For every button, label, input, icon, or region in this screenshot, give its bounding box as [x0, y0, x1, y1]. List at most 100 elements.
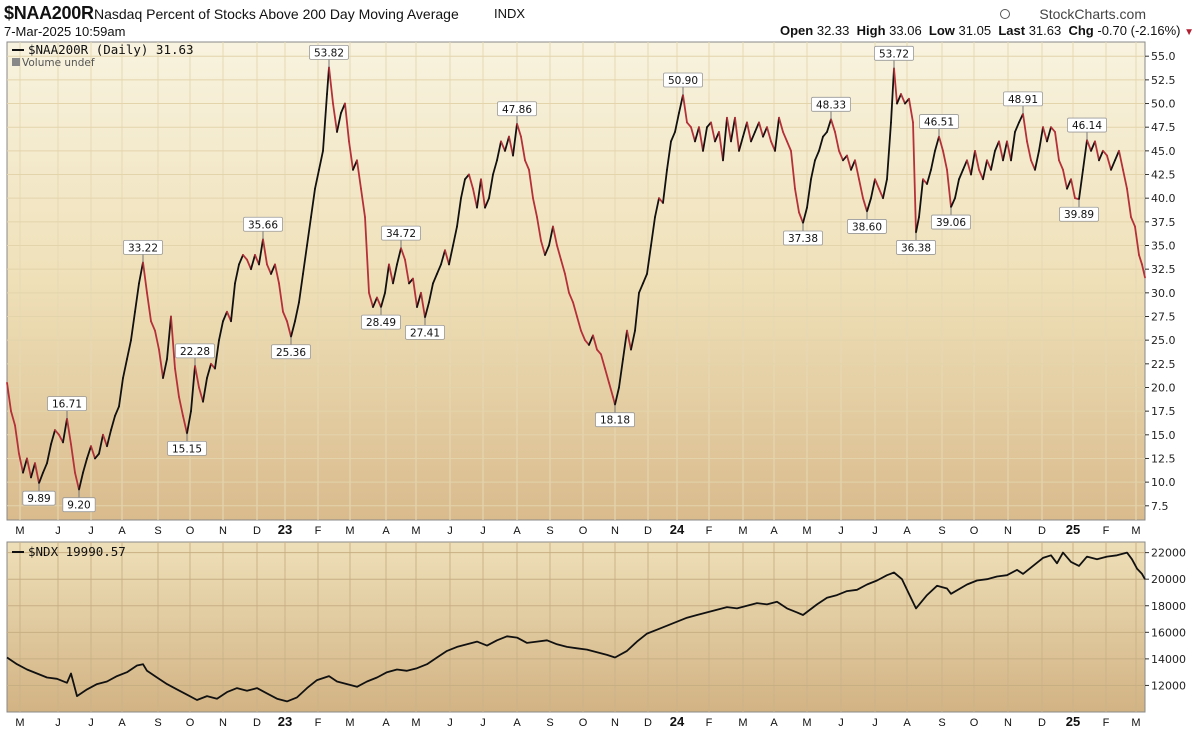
annotation-text: 48.91	[1008, 94, 1038, 106]
annotation-text: 15.15	[172, 443, 202, 455]
annotation-box	[175, 343, 215, 359]
main-series-segment	[322, 93, 328, 152]
y-tick-label-main: 55.0	[1151, 50, 1176, 63]
y-tick-label-lower: 18000	[1151, 600, 1186, 613]
main-series-segment	[930, 149, 936, 171]
main-series-segment	[1082, 139, 1088, 171]
main-series-segment	[600, 353, 606, 370]
main-series-segment	[138, 261, 144, 285]
x-year-label: 24	[670, 714, 685, 729]
main-series-segment	[674, 112, 680, 133]
x-month-label: S	[154, 717, 161, 729]
main-series-segment	[670, 131, 676, 143]
peak-trough-label: 53.72	[874, 45, 914, 69]
main-series-segment	[150, 320, 156, 332]
x-month-label: A	[903, 717, 911, 729]
main-series-segment	[654, 197, 660, 219]
lower-panel-bg	[6, 541, 1146, 713]
main-series-segment	[580, 329, 586, 342]
x-month-label: O	[970, 525, 979, 537]
x-year-label: 25	[1066, 522, 1080, 537]
main-series-segment	[838, 149, 844, 162]
main-series-segment	[730, 116, 736, 143]
annotation-text: 18.18	[600, 415, 630, 427]
main-series-segment	[966, 159, 972, 176]
main-series-segment	[1042, 126, 1048, 143]
main-series-segment	[912, 121, 917, 234]
main-series-segment	[26, 457, 32, 479]
annotation-text: 36.38	[901, 242, 931, 254]
main-series-segment	[246, 258, 252, 271]
main-series-segment	[686, 121, 692, 129]
main-series-segment	[1066, 178, 1072, 190]
annotation-text: 46.14	[1072, 120, 1102, 132]
main-series-segment	[130, 310, 136, 342]
x-month-label: N	[219, 717, 227, 729]
main-series-segment	[488, 173, 494, 200]
x-month-label: N	[219, 525, 227, 537]
peak-trough-label: 37.38	[783, 222, 823, 246]
x-month-label: M	[411, 717, 420, 729]
y-tick-label-main: 40.0	[1151, 192, 1176, 205]
peak-trough-label: 16.71	[47, 396, 87, 419]
main-series-segment	[388, 263, 394, 285]
main-series-segment	[536, 216, 542, 242]
annotation-text: 46.51	[924, 117, 954, 129]
y-tick-label-lower: 16000	[1151, 626, 1186, 639]
main-series-segment	[86, 445, 92, 460]
x-month-label: J	[480, 525, 486, 537]
main-series-segment	[1094, 140, 1100, 162]
annotation-box	[595, 412, 635, 428]
high-label: High	[856, 23, 886, 38]
low-label: Low	[928, 23, 955, 38]
main-series-segment	[588, 334, 594, 346]
main-series-segment	[404, 258, 410, 285]
open-value: 32.33	[816, 23, 850, 38]
main-series-segment	[6, 381, 12, 413]
main-series-segment	[802, 206, 808, 224]
main-series-segment	[850, 159, 856, 171]
main-series-segment	[738, 135, 744, 152]
main-series-segment	[162, 358, 168, 379]
x-month-label: J	[480, 717, 486, 729]
main-series-segment	[524, 159, 530, 171]
main-series-segment	[62, 417, 68, 444]
annotation-text: 53.72	[879, 48, 909, 60]
main-series-segment	[564, 273, 570, 294]
main-series-segment	[290, 320, 296, 338]
annotation-box	[123, 239, 163, 255]
main-series-segment	[584, 339, 590, 346]
annotation-text: 9.20	[67, 500, 90, 512]
main-series-segment	[50, 429, 56, 446]
x-month-label: D	[253, 717, 261, 729]
main-series-segment	[970, 149, 976, 176]
main-series-segment	[560, 258, 566, 275]
peak-trough-label: 50.90	[663, 72, 703, 96]
main-series-segment	[364, 216, 370, 294]
main-series-segment	[158, 348, 164, 379]
annotation-text: 48.33	[816, 99, 846, 111]
main-series-segment	[448, 244, 454, 266]
main-series-segment	[452, 225, 458, 247]
main-series-segment	[332, 102, 338, 133]
main-series-segment	[114, 405, 120, 417]
main-series-segment	[10, 410, 16, 427]
main-series-segment	[250, 254, 256, 271]
x-month-label: F	[315, 717, 322, 729]
x-month-label: J	[447, 717, 453, 729]
x-month-label: A	[382, 525, 390, 537]
main-series-segment	[34, 462, 40, 485]
annotation-text: 35.66	[248, 219, 278, 231]
open-label: Open	[779, 23, 814, 38]
main-series-segment	[302, 244, 308, 275]
main-series-segment	[70, 443, 76, 474]
quote-summary: Open 32.33 High 33.06 Low 31.05 Last 31.…	[780, 23, 1194, 38]
main-series-segment	[532, 197, 538, 219]
main-series-segment	[146, 291, 152, 323]
peak-trough-label: 53.82	[309, 44, 349, 68]
main-series-segment	[1086, 139, 1092, 152]
annotation-text: 25.36	[276, 347, 306, 359]
main-series-segment	[694, 126, 700, 143]
last-value: 31.63	[1028, 23, 1062, 38]
